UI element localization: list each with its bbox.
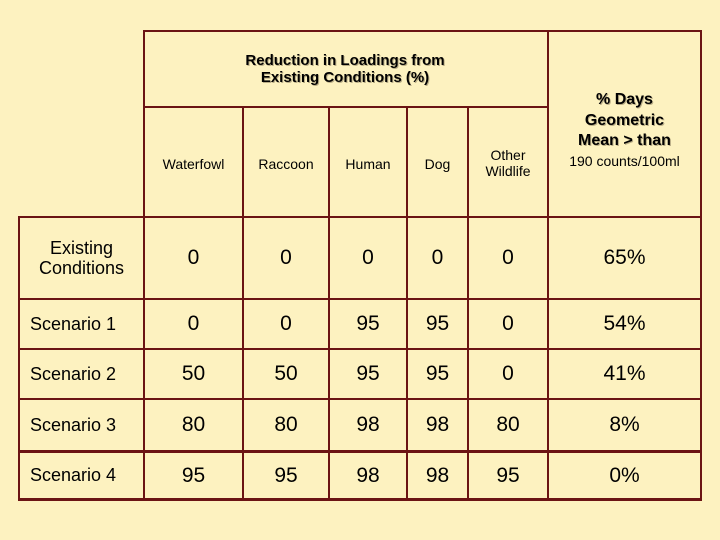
pct-cell: 65% — [603, 246, 646, 270]
table-rule — [328, 106, 330, 501]
table-cell: 95 — [356, 312, 380, 336]
pct-cell: 0% — [609, 463, 640, 487]
table-rule — [18, 348, 702, 350]
table-cell: 98 — [356, 463, 380, 487]
table-rule — [406, 106, 408, 501]
row-label-existing-conditions: Existing Conditions — [38, 237, 125, 278]
table-cell: 0 — [502, 246, 514, 270]
row-label-scenario-2: Scenario 2 — [30, 363, 117, 384]
table-cell: 95 — [181, 463, 206, 487]
table-rule — [143, 30, 145, 501]
pct-days-header: % Days Geometric Mean > than 190 counts/… — [549, 80, 700, 180]
table-cell: 0 — [187, 312, 200, 336]
table-cell: 95 — [356, 362, 380, 386]
row-label-scenario-3: Scenario 3 — [30, 414, 117, 435]
table-cell: 95 — [274, 463, 298, 487]
table-cell: 80 — [274, 413, 298, 437]
table-cell: 95 — [425, 312, 450, 336]
table-cell: 0 — [502, 362, 514, 386]
column-header-raccoon: Raccoon — [258, 156, 314, 173]
table-rule — [18, 298, 702, 300]
table-cell: 98 — [425, 413, 450, 437]
pct-days-header-sub: 190 counts/100ml — [569, 153, 680, 170]
table-cell: 0 — [280, 312, 292, 336]
table-rule — [18, 216, 702, 218]
table-cell: 95 — [425, 362, 450, 386]
table-cell: 98 — [425, 463, 450, 487]
table-rule — [18, 498, 702, 501]
table-rule — [145, 30, 702, 32]
table-cell: 50 — [274, 362, 298, 386]
column-header-waterfowl: Waterfowl — [162, 156, 225, 173]
table-cell: 80 — [181, 413, 206, 437]
table-cell: 0 — [187, 246, 200, 270]
pct-cell: 41% — [603, 362, 646, 386]
table-cell: 95 — [496, 463, 520, 487]
table-rule — [145, 106, 548, 108]
pct-cell: 8% — [609, 413, 640, 437]
table-rule — [18, 450, 702, 453]
table-cell: 98 — [356, 413, 380, 437]
column-header-other-wildlife: Other Wildlife — [485, 147, 531, 179]
table-rule — [467, 106, 469, 501]
table-rule — [700, 30, 702, 501]
row-label-scenario-4: Scenario 4 — [30, 465, 117, 486]
column-header-human: Human — [345, 156, 391, 173]
table-rule — [18, 216, 20, 501]
group-header: Reduction in Loadings from Existing Cond… — [245, 52, 445, 86]
pct-days-header-main: % Days Geometric Mean > than — [578, 90, 671, 150]
table-cell: 80 — [496, 413, 520, 437]
table-rule — [242, 106, 244, 501]
table-cell: 50 — [181, 362, 206, 386]
column-header-dog: Dog — [424, 156, 451, 173]
table-cell: 0 — [280, 246, 292, 270]
table-rule — [18, 398, 702, 400]
table-cell: 0 — [431, 246, 444, 270]
pct-cell: 54% — [603, 312, 646, 336]
table-rule — [547, 30, 549, 501]
row-label-scenario-1: Scenario 1 — [30, 313, 117, 334]
table-cell: 0 — [502, 312, 514, 336]
table-cell: 0 — [362, 246, 374, 270]
